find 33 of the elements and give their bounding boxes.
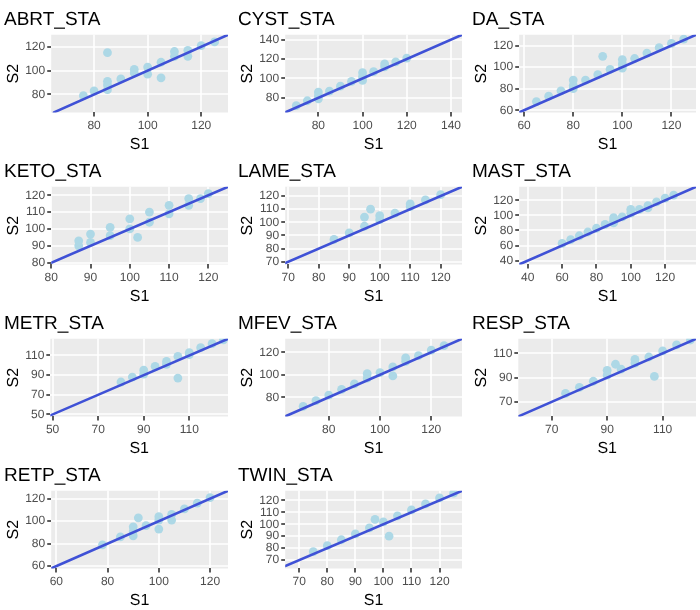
x-axis-title: S1 [597, 286, 619, 305]
y-axis-title: S2 [472, 62, 491, 84]
y-axis-title: S2 [4, 214, 23, 236]
y-axis-title: S2 [4, 518, 23, 540]
chart-title: MFEV_STA [238, 312, 339, 335]
chart-title: TWIN_STA [238, 464, 334, 487]
chart-title: LAME_STA [238, 160, 338, 183]
chart-title: ABRT_STA [4, 8, 102, 31]
y-axis-title: S2 [4, 62, 23, 84]
y-axis-title: S2 [238, 366, 257, 388]
y-axis-title: S2 [238, 518, 257, 540]
y-axis-title: S2 [472, 214, 491, 236]
x-axis-title: S1 [597, 134, 619, 153]
x-axis-title: S1 [129, 134, 151, 153]
x-axis-title: S1 [363, 590, 385, 609]
x-axis-title: S1 [597, 438, 619, 457]
chart-title: RESP_STA [472, 312, 572, 335]
x-axis-title: S1 [363, 134, 385, 153]
x-axis-title: S1 [363, 438, 385, 457]
x-axis-title: S1 [129, 286, 151, 305]
y-axis-title: S2 [238, 214, 257, 236]
x-axis-title: S1 [129, 590, 151, 609]
chart-title: DA_STA [472, 8, 546, 31]
y-axis-title: S2 [4, 366, 23, 388]
x-axis-title: S1 [129, 438, 151, 457]
chart-title: KETO_STA [4, 160, 103, 183]
chart-title: CYST_STA [238, 8, 337, 31]
x-axis-title: S1 [363, 286, 385, 305]
y-axis-title: S2 [238, 62, 257, 84]
chart-title: MAST_STA [472, 160, 573, 183]
chart-title: RETP_STA [4, 464, 103, 487]
y-axis-title: S2 [472, 366, 491, 388]
chart-title: METR_STA [4, 312, 106, 335]
